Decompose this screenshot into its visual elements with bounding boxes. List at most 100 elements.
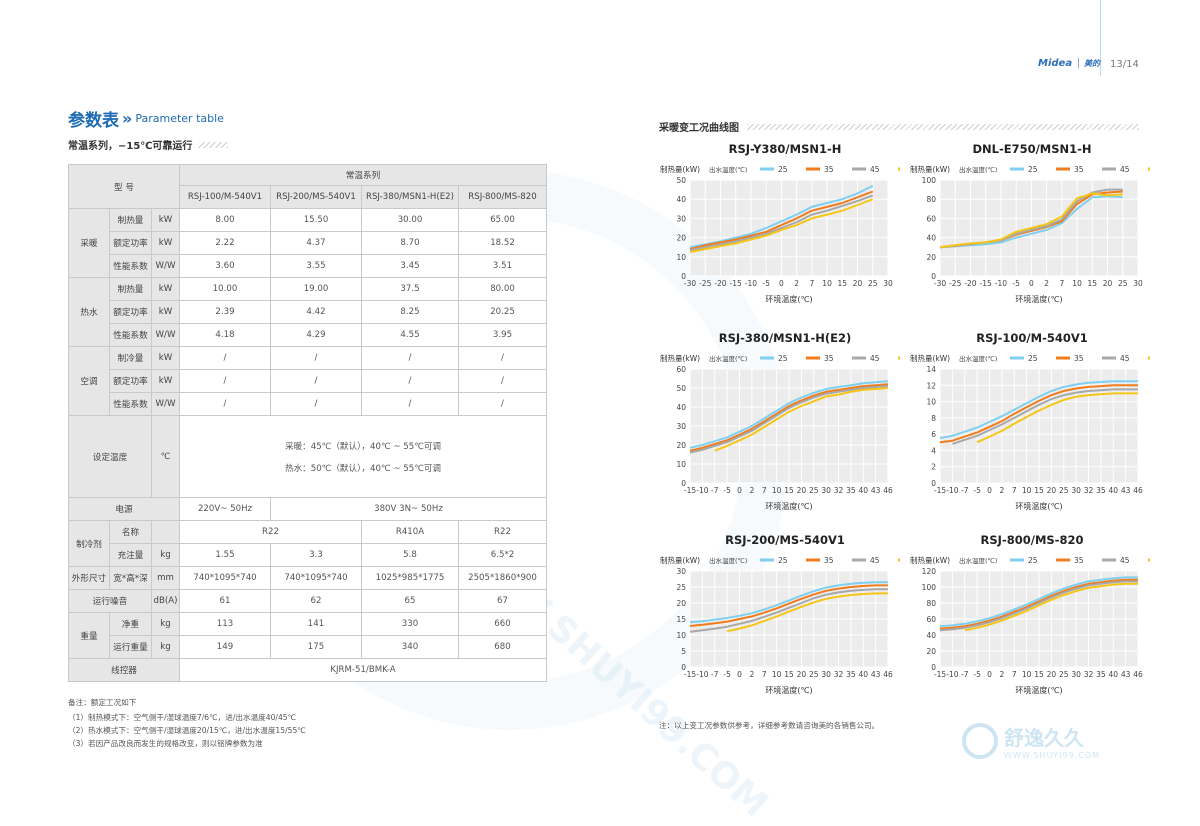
value-cell: / bbox=[270, 346, 362, 370]
unit-cell: kW bbox=[151, 369, 180, 393]
x-tick-label: -5 bbox=[1012, 279, 1020, 288]
legend-label: 45 bbox=[1120, 354, 1130, 363]
x-tick-label: 15 bbox=[838, 279, 848, 288]
legend-label: 35 bbox=[1074, 354, 1084, 363]
x-tick-label: 10 bbox=[1022, 670, 1032, 679]
model-name-cell: RSJ-200/MS-540V1 bbox=[270, 185, 362, 209]
x-tick-label: 43 bbox=[871, 486, 881, 495]
x-tick-label: 20 bbox=[1047, 486, 1057, 495]
y-tick-label: 0 bbox=[681, 479, 686, 488]
unit-cell: kg bbox=[151, 635, 180, 659]
y-tick-label: 15 bbox=[676, 615, 686, 624]
x-tick-label: 20 bbox=[797, 486, 807, 495]
x-tick-label: 40 bbox=[1108, 670, 1118, 679]
x-tick-label: -5 bbox=[723, 486, 731, 495]
x-tick-label: 2 bbox=[794, 279, 799, 288]
y-tick-label: 20 bbox=[676, 234, 686, 243]
y-tick-label: 10 bbox=[676, 631, 686, 640]
x-tick-label: 0 bbox=[737, 486, 742, 495]
unit-cell: kg bbox=[151, 612, 180, 636]
value-cell: 61 bbox=[179, 589, 271, 613]
value-cell: 5.8 bbox=[361, 543, 459, 567]
y-tick-label: 10 bbox=[676, 460, 686, 469]
value-cell: 330 bbox=[361, 612, 459, 636]
series-line bbox=[939, 192, 1123, 249]
value-cell: 3.60 bbox=[179, 254, 271, 278]
x-tick-label: 30 bbox=[821, 486, 831, 495]
chart-1-title: RSJ-Y380/MSN1-H bbox=[728, 142, 842, 156]
x-tick-label: 43 bbox=[871, 670, 881, 679]
x-tick-label: 0 bbox=[987, 486, 992, 495]
x-tick-label: 7 bbox=[762, 486, 767, 495]
chart-3-title: RSJ-380/MSN1-H(E2) bbox=[718, 331, 852, 345]
x-tick-label: 46 bbox=[1133, 486, 1143, 495]
x-tick-label: 32 bbox=[1084, 670, 1094, 679]
unit-cell: kW bbox=[151, 208, 180, 232]
x-axis-label: 环境温度(℃) bbox=[1015, 294, 1062, 304]
x-axis-label: 环境温度(℃) bbox=[1015, 501, 1062, 511]
x-tick-label: -7 bbox=[711, 670, 719, 679]
value-cell: / bbox=[179, 369, 271, 393]
legend-label: 35 bbox=[824, 354, 834, 363]
value-cell: / bbox=[361, 369, 459, 393]
x-tick-label: 7 bbox=[1012, 486, 1017, 495]
x-tick-label: 10 bbox=[822, 279, 832, 288]
value-cell: 4.55 bbox=[361, 323, 459, 347]
x-tick-label: 35 bbox=[846, 670, 856, 679]
y-tick-label: 25 bbox=[676, 583, 686, 592]
unit-cell: W/W bbox=[151, 323, 180, 347]
value-cell: 380V 3N~ 50Hz bbox=[270, 497, 547, 521]
unit-cell: kg bbox=[151, 543, 180, 567]
value-cell: 740*1095*740 bbox=[270, 566, 362, 590]
x-tick-label: 30 bbox=[821, 670, 831, 679]
value-cell: 660 bbox=[458, 612, 547, 636]
x-tick-label: 46 bbox=[883, 486, 893, 495]
series-line bbox=[976, 392, 1138, 444]
parameter-table: 型 号常温系列 RSJ-100/M-540V1 RSJ-200/MS-540V1 RS… bbox=[68, 164, 547, 682]
x-tick-label: 7 bbox=[809, 279, 814, 288]
unit-cell: W/W bbox=[151, 254, 180, 278]
x-tick-label: 32 bbox=[1084, 486, 1094, 495]
value-cell: 4.37 bbox=[270, 231, 362, 255]
series-line bbox=[939, 384, 1138, 444]
value-cell: 4.29 bbox=[270, 323, 362, 347]
series-line bbox=[939, 578, 1138, 630]
x-tick-label: 46 bbox=[883, 670, 893, 679]
y-tick-label: 0 bbox=[931, 272, 936, 281]
x-tick-label: 35 bbox=[1096, 670, 1106, 679]
x-tick-label: -5 bbox=[723, 670, 731, 679]
x-tick-label: 20 bbox=[1103, 279, 1113, 288]
x-tick-label: -25 bbox=[699, 279, 711, 288]
y-tick-label: 0 bbox=[681, 663, 686, 672]
x-tick-label: 2 bbox=[749, 670, 754, 679]
x-tick-label: 10 bbox=[1022, 486, 1032, 495]
series-line bbox=[689, 385, 889, 454]
model-name-cell: RSJ-100/M-540V1 bbox=[179, 185, 271, 209]
legend-label: 25 bbox=[1028, 556, 1038, 565]
y-tick-label: 60 bbox=[926, 615, 936, 624]
dims-label: 外形尺寸 bbox=[68, 566, 110, 590]
row-label: 宽*高*深 bbox=[109, 566, 152, 590]
legend-label: 25 bbox=[778, 556, 788, 565]
value-cell: / bbox=[458, 392, 547, 416]
model-name-cell: RSJ-800/MS-820 bbox=[458, 185, 547, 209]
series-line bbox=[689, 584, 888, 627]
row-label: 额定功率 bbox=[109, 231, 152, 255]
value-cell: 15.50 bbox=[270, 208, 362, 232]
value-cell: R410A bbox=[361, 520, 459, 544]
value-cell: 8.00 bbox=[179, 208, 271, 232]
legend-label: 25 bbox=[778, 165, 788, 174]
legend-label: 45 bbox=[870, 165, 880, 174]
value-cell: R22 bbox=[458, 520, 547, 544]
value-cell: 113 bbox=[179, 612, 271, 636]
unit-cell: kW bbox=[151, 346, 180, 370]
x-tick-label: 43 bbox=[1121, 670, 1131, 679]
value-cell: 19.00 bbox=[270, 277, 362, 301]
x-tick-label: -20 bbox=[714, 279, 726, 288]
x-tick-label: 25 bbox=[868, 279, 878, 288]
y-axis-label: 制热量(kW) bbox=[660, 164, 700, 174]
x-tick-label: 40 bbox=[1108, 486, 1118, 495]
series-line bbox=[952, 388, 1138, 445]
